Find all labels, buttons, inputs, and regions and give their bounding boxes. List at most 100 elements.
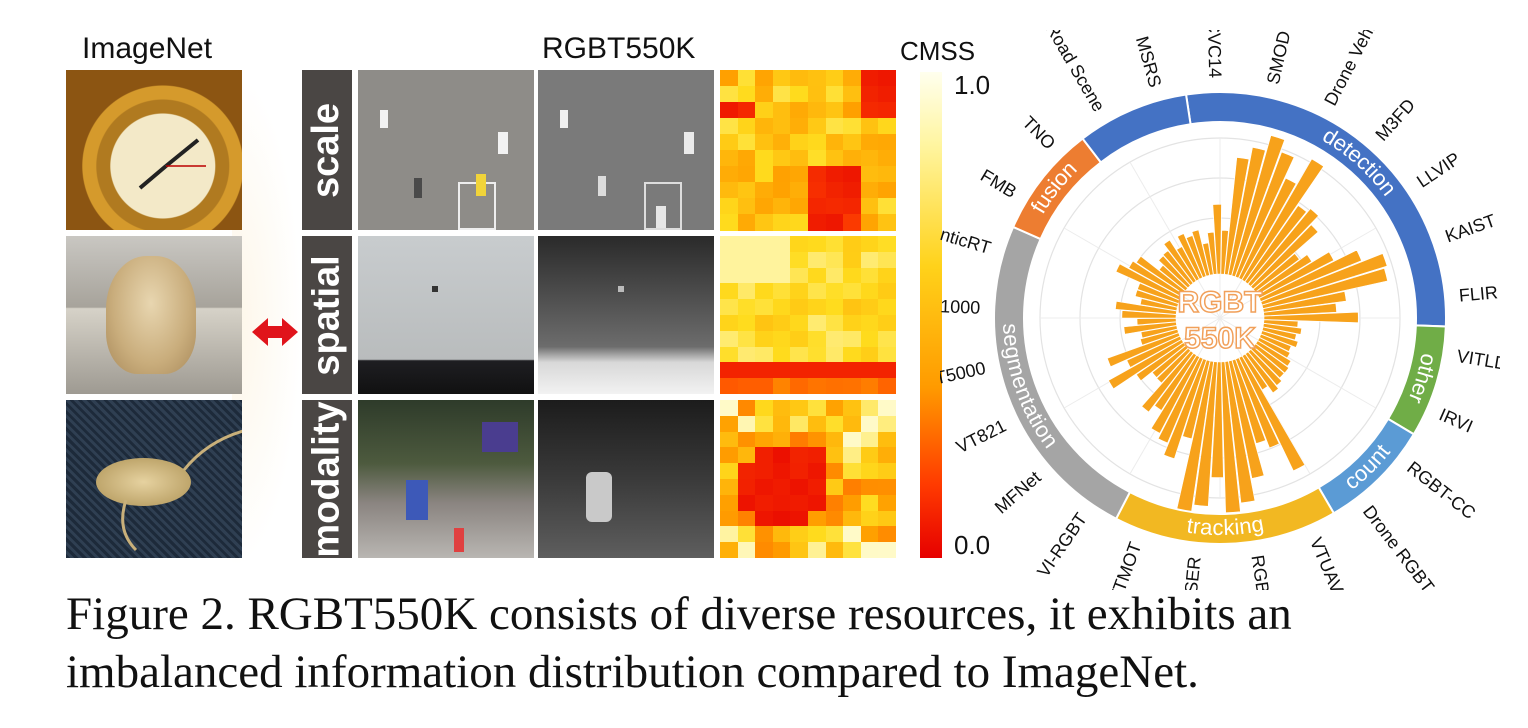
radial-bar	[1150, 354, 1201, 434]
heatmap-cell	[772, 447, 791, 464]
heatmap-cell	[790, 479, 809, 496]
heatmap-cell	[878, 236, 897, 253]
radial-bar	[1176, 246, 1200, 282]
heatmap-cell	[790, 510, 809, 527]
radial-bar	[1202, 242, 1214, 276]
heatmap-cell	[808, 236, 827, 253]
heatmap-cell	[790, 447, 809, 464]
radial-spoke	[1129, 161, 1221, 319]
heatmap-cell	[860, 118, 879, 135]
radial-bar	[1260, 253, 1388, 306]
heatmap-cell	[825, 198, 844, 215]
heatmap-cell	[843, 267, 862, 284]
dataset-label: CVC14	[1204, 30, 1225, 78]
radial-bar	[1154, 352, 1197, 411]
heatmap-cell	[808, 362, 827, 379]
radial-bar	[1224, 157, 1250, 276]
heatmap-cell	[843, 214, 862, 231]
heatmap-cell	[755, 299, 774, 316]
caption-line-1: Figure 2. RGBT550K consists of diverse r…	[66, 588, 1292, 640]
dataset-label: FMB	[977, 165, 1020, 202]
heatmap-cell	[737, 102, 756, 119]
heatmap-cell	[737, 400, 756, 417]
heatmap-cell	[878, 134, 897, 151]
heatmap-cell	[860, 299, 879, 316]
heatmap-cell	[755, 400, 774, 417]
heatmap-cell	[878, 378, 897, 395]
heatmap-cell	[808, 134, 827, 151]
heatmap-cell	[737, 198, 756, 215]
heatmap-cell	[808, 182, 827, 199]
radial-bar	[1241, 158, 1324, 283]
heatmap-cell	[720, 431, 739, 448]
heatmap-cell	[843, 283, 862, 300]
heatmap-cell	[860, 315, 879, 332]
dataset-label: TNO	[1018, 112, 1059, 153]
heatmap-cell	[860, 198, 879, 215]
radial-bar	[1241, 353, 1268, 391]
heatmap-cell	[808, 198, 827, 215]
heatmap-cell	[720, 134, 739, 151]
heatmap-cell	[878, 346, 897, 363]
heatmap-cell	[860, 102, 879, 119]
heatmap-cell	[737, 150, 756, 167]
heatmap-cell	[772, 283, 791, 300]
heatmap-cell	[737, 479, 756, 496]
heatmap-cell	[772, 315, 791, 332]
heatmap-cell	[772, 150, 791, 167]
radial-bar	[1134, 289, 1179, 308]
radial-bar	[1135, 255, 1186, 295]
heatmap-cell	[825, 251, 844, 269]
heatmap-cell	[790, 362, 809, 379]
heatmap-cell	[755, 463, 774, 480]
heatmap-cell	[790, 415, 809, 433]
modality-rgb-image	[358, 400, 534, 558]
heatmap-cell	[772, 415, 791, 433]
heatmap-cell	[772, 182, 791, 199]
heatmap-cell	[737, 542, 756, 559]
heatmap-cell	[790, 400, 809, 417]
heatmap-cell	[790, 134, 809, 151]
heatmap-cell	[860, 447, 879, 464]
radial-bar	[1177, 233, 1204, 280]
beetle-antenna-icon	[121, 429, 242, 552]
heatmap-cell	[843, 182, 862, 199]
radial-bar	[1115, 263, 1182, 301]
heatmap-cell	[720, 182, 739, 199]
heatmap-cell	[843, 447, 862, 464]
heatmap-cell	[755, 510, 774, 527]
heatmap-cell	[860, 330, 879, 348]
heatmap-cell	[860, 236, 879, 253]
heatmap-cell	[772, 510, 791, 527]
heatmap-cell	[790, 182, 809, 199]
dataset-label: VT1000	[940, 295, 981, 317]
heatmap-cell	[860, 526, 879, 543]
heatmap-cell	[737, 346, 756, 363]
heatmap-cell	[825, 362, 844, 379]
heatmap-cell	[755, 447, 774, 464]
radial-bar	[1210, 361, 1224, 478]
heatmap-cell	[843, 378, 862, 395]
heatmap-cell	[772, 251, 791, 269]
heatmap-cell	[860, 400, 879, 417]
heatmap-cell	[755, 214, 774, 231]
dataset-label: LASER	[1179, 556, 1205, 590]
heatmap-cell	[755, 118, 774, 135]
heatmap-cell	[790, 330, 809, 348]
radial-bar	[1231, 358, 1266, 444]
rgbt550k-title: RGBT550K	[542, 32, 696, 65]
heatmap-cell	[755, 494, 774, 512]
heatmap-cell	[843, 463, 862, 480]
heatmap-cell	[720, 236, 739, 253]
heatmap-cell	[825, 378, 844, 395]
heatmap-cell	[755, 315, 774, 332]
heatmap-cell	[755, 150, 774, 167]
heatmap-cell	[737, 236, 756, 253]
heatmap-cell	[720, 494, 739, 512]
heatmap-cell	[755, 526, 774, 543]
heatmap-cell	[790, 283, 809, 300]
heatmap-cell	[755, 283, 774, 300]
heatmap-cell	[790, 198, 809, 215]
radial-bar	[1238, 177, 1297, 281]
heatmap-cell	[860, 70, 879, 87]
